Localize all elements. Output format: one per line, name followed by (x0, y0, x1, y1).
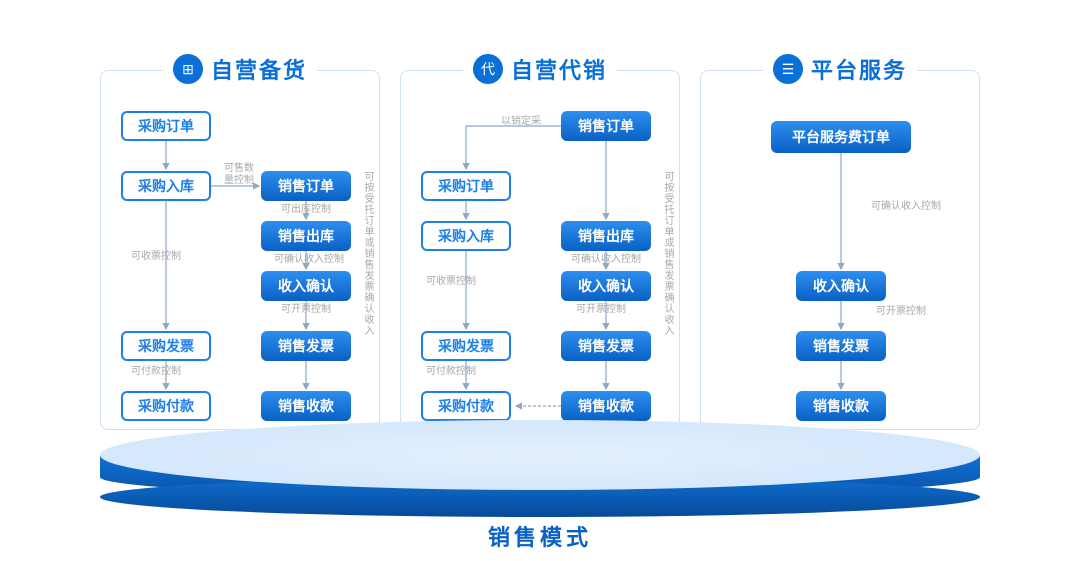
node-purchase-inbound: 采购入库 (121, 171, 211, 201)
panel-header: ☰ 平台服务 (763, 53, 917, 85)
note: 可付款控制 (121, 366, 191, 378)
node-purchase-inbound: 采购入库 (421, 221, 511, 251)
panel-title: 自营代销 (511, 53, 607, 85)
panel-self-stock: ⊞ 自营备货 采购订单 采购入库 采购发票 采购付款 销售订单 销售出库 收入确… (100, 70, 380, 430)
note: 可售数 量控制 (219, 163, 259, 187)
platform-icon: ☰ (773, 54, 803, 84)
panel-title: 自营备货 (211, 53, 307, 85)
platform-base: 销售模式 (100, 420, 980, 540)
node-sales-order: 销售订单 (261, 171, 351, 201)
panel-platform-service: ☰ 平台服务 平台服务费订单 收入确认 销售发票 销售收款 可确认收入控制 可开… (700, 70, 980, 430)
note: 可开票控制 (561, 304, 641, 316)
consign-icon: 代 (473, 54, 503, 84)
note: 可确认收入控制 (556, 254, 656, 266)
platform-label: 销售模式 (100, 520, 980, 552)
node-purchase-invoice: 采购发票 (421, 331, 511, 361)
note: 可收票控制 (416, 276, 486, 288)
node-sales-order: 销售订单 (561, 111, 651, 141)
node-purchase-invoice: 采购发票 (121, 331, 211, 361)
note: 可确认收入控制 (259, 254, 359, 266)
panel-header: 代 自营代销 (463, 53, 617, 85)
panel-title: 平台服务 (811, 53, 907, 85)
vnote: 可按受托订单或销售发票确认收入 (661, 171, 674, 371)
note: 可收票控制 (121, 251, 191, 263)
note: 可出库控制 (266, 204, 346, 216)
vnote: 可按受托订单或销售发票确认收入 (361, 171, 374, 371)
node-sales-receipt: 销售收款 (261, 391, 351, 421)
node-platform-order: 平台服务费订单 (771, 121, 911, 153)
box-icon: ⊞ (173, 54, 203, 84)
node-sales-receipt: 销售收款 (561, 391, 651, 421)
note: 可开票控制 (266, 304, 346, 316)
platform-top (100, 420, 980, 490)
node-sales-invoice: 销售发票 (796, 331, 886, 361)
node-sales-invoice: 销售发票 (561, 331, 651, 361)
node-purchase-payment: 采购付款 (421, 391, 511, 421)
note: 可付款控制 (416, 366, 486, 378)
node-sales-invoice: 销售发票 (261, 331, 351, 361)
note: 可开票控制 (861, 306, 941, 318)
panel-self-consign: 代 自营代销 销售订单 采购订单 采购入库 采购发票 采购付款 销售出库 收入确… (400, 70, 680, 430)
node-sales-outbound: 销售出库 (561, 221, 651, 251)
node-revenue-confirm: 收入确认 (796, 271, 886, 301)
node-purchase-order: 采购订单 (121, 111, 211, 141)
node-revenue-confirm: 收入确认 (261, 271, 351, 301)
panel-header: ⊞ 自营备货 (163, 53, 317, 85)
node-purchase-payment: 采购付款 (121, 391, 211, 421)
node-sales-outbound: 销售出库 (261, 221, 351, 251)
node-sales-receipt: 销售收款 (796, 391, 886, 421)
node-purchase-order: 采购订单 (421, 171, 511, 201)
note: 以销定采 (491, 116, 551, 128)
node-revenue-confirm: 收入确认 (561, 271, 651, 301)
note: 可确认收入控制 (856, 201, 956, 213)
